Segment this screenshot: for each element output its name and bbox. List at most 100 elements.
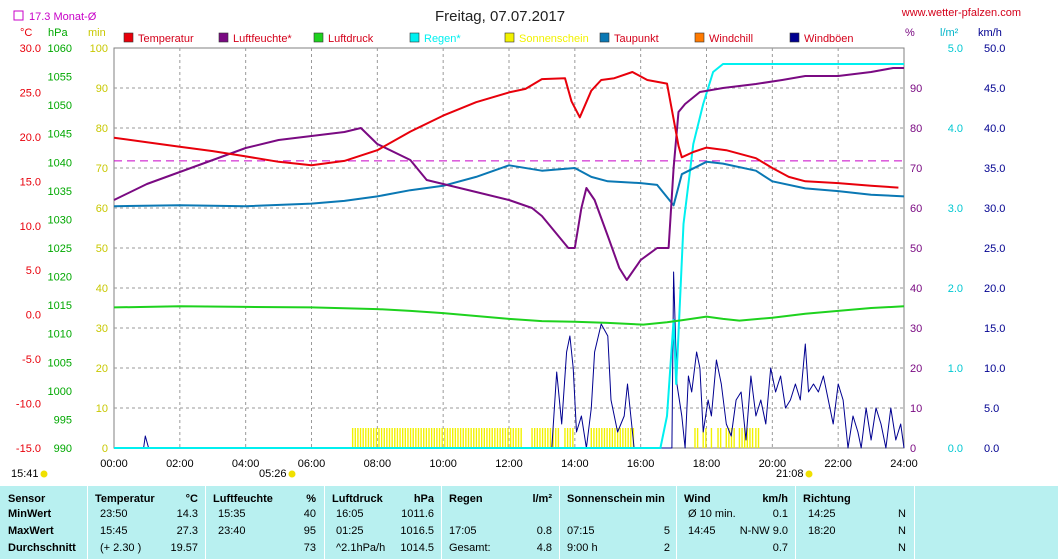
series-line-regen (114, 63, 904, 449)
weather-chart: Freitag, 07.07.2017 www.wetter-pfalzen.c… (11, 7, 1021, 480)
stats-wind-value: 0.1 (772, 508, 788, 520)
pressure-tick-label: 1025 (48, 243, 72, 255)
stats-press-value: 1016.5 (400, 525, 434, 537)
legend-swatch (409, 32, 420, 43)
column-separator (205, 486, 206, 559)
column-separator (559, 486, 560, 559)
wind-tick-label: 0.0 (984, 443, 999, 455)
legend-label: Windchill (709, 33, 753, 45)
pressure-tick-label: 1015 (48, 300, 72, 312)
sunshine-tick-label: 30 (96, 323, 108, 335)
legend-swatch (313, 32, 324, 43)
stats-hum-value: 40 (303, 508, 316, 520)
stats-row-label: MaxWert (8, 525, 54, 537)
stats-header-sensor: Sensor (8, 493, 46, 505)
day-length-label: 15:41 (11, 468, 39, 480)
pressure-tick-label: 1050 (48, 100, 72, 112)
wind-tick-label: 50.0 (984, 43, 1005, 55)
wind-tick-label: 10.0 (984, 363, 1005, 375)
stats-header-press-unit: hPa (413, 493, 434, 505)
pressure-tick-label: 1005 (48, 357, 72, 369)
time-tick-label: 02:00 (166, 458, 194, 470)
stats-header-humidity: Luftfeuchte (213, 493, 273, 505)
stats-wind-value: 0.7 (772, 542, 788, 554)
chart-title: Freitag, 07.07.2017 (435, 8, 565, 25)
stats-wind-time: Ø 10 min. (688, 508, 736, 520)
pressure-unit-label: hPa (48, 27, 68, 39)
humidity-tick-label: 90 (910, 83, 922, 95)
series-line-luftdruck (113, 305, 905, 326)
sunshine-tick-label: 10 (96, 403, 108, 415)
stats-dir-value: N (898, 542, 906, 554)
day-length-sun-icon (40, 470, 48, 478)
wind-tick-label: 20.0 (984, 283, 1005, 295)
temp-unit-label: °C (20, 27, 32, 39)
stats-temp-time: 15:45 (100, 525, 128, 537)
stats-rain-time: Gesamt: (449, 542, 491, 554)
stats-header-temperature: Temperatur (95, 493, 155, 505)
humidity-tick-label: 80 (910, 123, 922, 135)
sunshine-tick-label: 90 (96, 83, 108, 95)
stats-hum-value: 73 (303, 542, 316, 554)
time-tick-label: 10:00 (429, 458, 457, 470)
stats-dir-value: N (898, 508, 906, 520)
sunshine-tick-label: 0 (102, 443, 108, 455)
stats-rain-value: 4.8 (536, 542, 552, 554)
temp-tick-label: 30.0 (20, 43, 41, 55)
stats-temp-value: 19.57 (170, 542, 198, 554)
stats-sun-value: 2 (663, 542, 670, 554)
sunshine-tick-label: 80 (96, 123, 108, 135)
stats-rain-time: 17:05 (449, 525, 477, 537)
humidity-tick-label: 50 (910, 243, 922, 255)
stats-press-time: 16:05 (336, 508, 364, 520)
rain-tick-label: 5.0 (948, 43, 963, 55)
rain-tick-label: 0.0 (948, 443, 963, 455)
stats-row-label: Durchschnitt (8, 542, 76, 554)
legend-swatch (218, 32, 229, 43)
monthly-average-marker-icon (13, 10, 24, 21)
wind-unit-label: km/h (978, 27, 1002, 39)
pressure-tick-label: 1010 (48, 329, 72, 341)
stats-header-rain: Regen (449, 493, 483, 505)
wind-tick-label: 15.0 (984, 323, 1005, 335)
stats-hum-value: 95 (303, 525, 316, 537)
legend-swatch (599, 32, 610, 43)
rain-tick-label: 3.0 (948, 203, 963, 215)
humidity-tick-label: 60 (910, 203, 922, 215)
pressure-tick-label: 1040 (48, 157, 72, 169)
series-line-luftfeuchte (113, 67, 904, 281)
legend-swatch (789, 32, 800, 43)
legend-swatch (694, 32, 705, 43)
temp-tick-label: 25.0 (20, 87, 41, 99)
stats-wind-value: N-NW 9.0 (739, 525, 788, 537)
sunshine-tick-label: 60 (96, 203, 108, 215)
stats-temp-time: 23:50 (100, 508, 128, 520)
pressure-tick-label: 1030 (48, 214, 72, 226)
pressure-tick-label: 995 (54, 414, 72, 426)
pressure-tick-label: 990 (54, 443, 72, 455)
stats-header-wind-unit: km/h (762, 493, 788, 505)
sunrise-label: 05:26 (259, 468, 287, 480)
wind-tick-label: 45.0 (984, 83, 1005, 95)
monthly-average-label: 17.3 Monat-Ø (29, 11, 97, 23)
series-line-windböen (114, 271, 905, 449)
stats-press-value: 1011.6 (401, 508, 434, 520)
stats-row-label: MinWert (8, 508, 52, 520)
pressure-tick-label: 1060 (48, 43, 72, 55)
humidity-tick-label: 70 (910, 163, 922, 175)
column-separator (87, 486, 88, 559)
sunshine-unit-label: min (88, 27, 106, 39)
stats-dir-time: 18:20 (808, 525, 836, 537)
stats-dir-value: N (898, 525, 906, 537)
humidity-tick-label: 20 (910, 363, 922, 375)
time-tick-label: 22:00 (824, 458, 852, 470)
legend-label: Luftdruck (328, 33, 374, 45)
time-tick-label: 04:00 (232, 458, 260, 470)
pressure-tick-label: 1020 (48, 272, 72, 284)
legend-label: Windböen (804, 33, 854, 45)
time-tick-label: 16:00 (627, 458, 655, 470)
column-separator (676, 486, 677, 559)
pressure-tick-label: 1000 (48, 386, 72, 398)
pressure-tick-label: 1055 (48, 72, 72, 84)
stats-wind-time: 14:45 (688, 525, 716, 537)
